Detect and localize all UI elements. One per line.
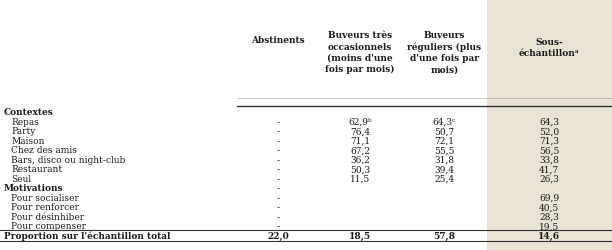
Text: Proportion sur l'échantillon total: Proportion sur l'échantillon total: [4, 230, 170, 240]
Text: -: -: [277, 155, 279, 164]
Text: Maison: Maison: [11, 136, 45, 145]
Text: -: -: [277, 127, 279, 136]
Text: -: -: [277, 212, 279, 221]
Text: Restaurant: Restaurant: [11, 164, 62, 173]
Text: 71,1: 71,1: [350, 136, 370, 145]
Text: -: -: [277, 184, 279, 192]
Text: 67,2: 67,2: [350, 146, 370, 154]
Text: 69,9: 69,9: [539, 193, 559, 202]
Text: 19,5: 19,5: [539, 221, 559, 230]
Text: Repas: Repas: [11, 117, 39, 126]
Text: 18,5: 18,5: [349, 231, 371, 240]
Text: Pour compenser: Pour compenser: [11, 221, 86, 230]
Text: 64,3ᶜ: 64,3ᶜ: [433, 117, 456, 126]
Text: 64,3: 64,3: [539, 117, 559, 126]
Text: 72,1: 72,1: [435, 136, 454, 145]
Text: -: -: [277, 174, 279, 183]
Text: Pour désinhiber: Pour désinhiber: [11, 212, 84, 221]
Text: -: -: [277, 164, 279, 173]
Text: Sous-
échantillonᵃ: Sous- échantillonᵃ: [519, 38, 580, 58]
Text: 39,4: 39,4: [435, 164, 454, 173]
Text: Seul: Seul: [11, 174, 31, 183]
Text: Bars, disco ou night-club: Bars, disco ou night-club: [11, 155, 125, 164]
Text: 36,2: 36,2: [350, 155, 370, 164]
Text: 41,7: 41,7: [539, 164, 559, 173]
Text: -: -: [277, 146, 279, 154]
Text: Motivations: Motivations: [4, 184, 63, 192]
Text: 55,5: 55,5: [434, 146, 455, 154]
Text: Abstinents: Abstinents: [251, 36, 305, 44]
Text: 50,3: 50,3: [350, 164, 370, 173]
Text: 26,3: 26,3: [539, 174, 559, 183]
Text: -: -: [277, 221, 279, 230]
Text: Pour renforcer: Pour renforcer: [11, 202, 79, 211]
Bar: [487, 0, 612, 250]
Text: Party: Party: [11, 127, 35, 136]
Text: Chez des amis: Chez des amis: [11, 146, 77, 154]
Text: -: -: [277, 202, 279, 211]
Text: Pour socialiser: Pour socialiser: [11, 193, 79, 202]
Text: 52,0: 52,0: [539, 127, 559, 136]
Text: 14,6: 14,6: [538, 231, 561, 240]
Text: 56,5: 56,5: [539, 146, 559, 154]
Text: 33,8: 33,8: [539, 155, 559, 164]
Text: -: -: [277, 117, 279, 126]
Text: 31,8: 31,8: [435, 155, 454, 164]
Text: 25,4: 25,4: [435, 174, 454, 183]
Text: Contextes: Contextes: [4, 108, 53, 117]
Text: Buveurs très
occasionnels
(moins d'une
fois par mois): Buveurs très occasionnels (moins d'une f…: [326, 31, 395, 74]
Text: -: -: [277, 136, 279, 145]
Text: 11,5: 11,5: [350, 174, 370, 183]
Text: Buveurs
réguliers (plus
d'une fois par
mois): Buveurs réguliers (plus d'une fois par m…: [408, 31, 481, 74]
Text: 62,9ᵇ: 62,9ᵇ: [348, 117, 372, 126]
Text: 40,5: 40,5: [539, 202, 559, 211]
Text: 57,8: 57,8: [433, 231, 455, 240]
Text: 76,4: 76,4: [350, 127, 370, 136]
Text: -: -: [277, 193, 279, 202]
Text: 22,0: 22,0: [267, 231, 289, 240]
Text: 28,3: 28,3: [539, 212, 559, 221]
Text: 50,7: 50,7: [434, 127, 455, 136]
Text: 71,3: 71,3: [539, 136, 559, 145]
